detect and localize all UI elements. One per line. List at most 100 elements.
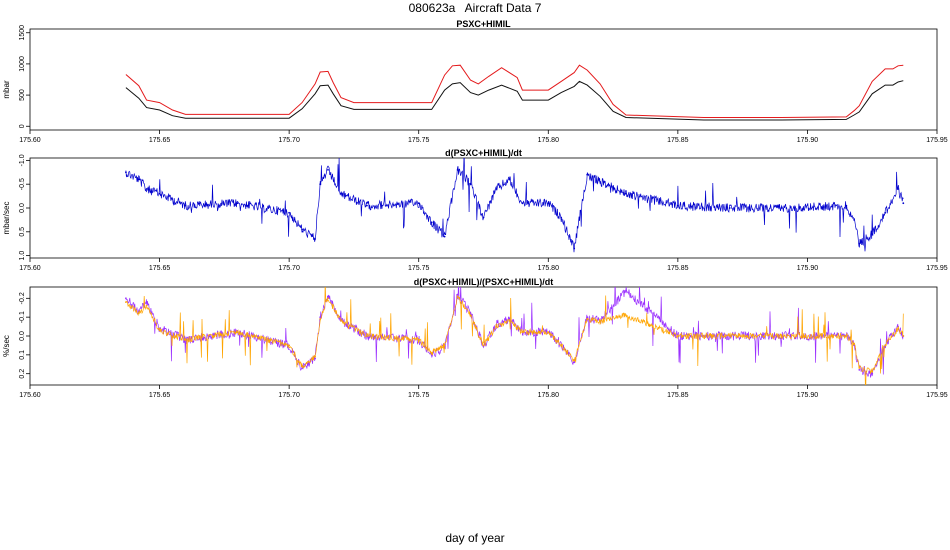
- y-tick-label: 1.0: [19, 251, 26, 261]
- data-point: [456, 293, 459, 296]
- data-point: [508, 178, 511, 181]
- data-point: [327, 169, 329, 171]
- series-trace-0: [125, 158, 904, 253]
- data-point: [430, 221, 433, 224]
- x-tick-label: 175.85: [667, 265, 689, 272]
- plot-area: [125, 158, 905, 253]
- y-tick-label: 0.1: [19, 350, 26, 360]
- x-tick-label: 175.60: [19, 392, 41, 399]
- x-tick-label: 175.90: [797, 392, 819, 399]
- data-point: [125, 301, 127, 303]
- data-point: [417, 202, 420, 205]
- data-point: [469, 314, 472, 317]
- data-point: [677, 335, 679, 337]
- data-point: [288, 344, 290, 347]
- data-point: [125, 171, 127, 174]
- data-point: [137, 178, 140, 181]
- data-point: [443, 344, 446, 347]
- data-point: [495, 325, 498, 328]
- data-point: [469, 183, 472, 186]
- x-tick-label: 175.80: [538, 392, 560, 399]
- data-point: [327, 297, 329, 300]
- x-tick-label: 175.70: [278, 137, 300, 144]
- y-axis-label: mbar: [2, 80, 11, 99]
- data-point: [780, 207, 783, 209]
- data-point: [560, 216, 563, 219]
- x-tick-label: 175.80: [538, 265, 560, 272]
- data-point: [184, 338, 187, 341]
- data-point: [366, 335, 368, 337]
- y-tick-label: 0.0: [19, 203, 26, 213]
- data-point: [508, 320, 511, 322]
- data-point: [366, 204, 368, 207]
- data-point: [314, 238, 316, 240]
- y-tick-label: 0.0: [19, 331, 26, 341]
- data-point: [871, 233, 874, 236]
- data-point: [145, 304, 148, 307]
- data-point: [858, 367, 861, 369]
- data-point: [625, 314, 627, 317]
- series-line-upper: [125, 64, 904, 118]
- data-point: [137, 312, 140, 315]
- data-point: [728, 335, 731, 337]
- x-tick-label: 175.65: [149, 137, 171, 144]
- panel-title: PSXC+HIMIL: [456, 19, 511, 29]
- y-tick-label: -0.5: [19, 178, 26, 190]
- series-trace-1: [125, 287, 904, 385]
- data-point: [586, 173, 589, 176]
- y-axis-label: %/sec: [2, 335, 11, 357]
- x-tick-label: 175.85: [667, 137, 689, 144]
- data-point: [573, 361, 576, 364]
- y-axis-label: mbar/sec: [2, 202, 11, 235]
- x-tick-label: 175.85: [667, 392, 689, 399]
- data-point: [902, 202, 905, 205]
- data-point: [430, 352, 433, 354]
- plot-area: [125, 287, 905, 385]
- data-point: [125, 297, 127, 300]
- data-point: [586, 316, 589, 319]
- data-point: [853, 342, 855, 345]
- data-point: [521, 331, 524, 334]
- data-point: [871, 370, 874, 373]
- y-tick-label: 0.5: [19, 227, 26, 237]
- x-tick-label: 175.65: [149, 265, 171, 272]
- data-point: [314, 355, 316, 358]
- data-point: [236, 202, 239, 205]
- data-point: [897, 188, 899, 190]
- data-point: [327, 295, 329, 298]
- data-point: [301, 228, 303, 231]
- data-point: [443, 235, 446, 238]
- plot-area: [125, 64, 904, 121]
- data-point: [780, 335, 783, 337]
- data-point: [573, 247, 576, 250]
- data-point: [145, 188, 148, 190]
- x-tick-label: 175.70: [278, 265, 300, 272]
- x-tick-label: 175.75: [408, 392, 430, 399]
- x-tick-label: 175.75: [408, 265, 430, 272]
- data-point: [677, 204, 679, 207]
- y-tick-label: -0.1: [19, 311, 26, 323]
- panel-title: d(PSXC+HIMIL)/dt: [445, 148, 522, 158]
- x-tick-label: 175.90: [797, 137, 819, 144]
- data-point: [871, 372, 874, 375]
- main-title: 080623a Aircraft Data 7: [408, 1, 542, 15]
- y-tick-label: 1000: [19, 56, 26, 72]
- data-point: [897, 327, 899, 330]
- data-point: [184, 204, 187, 207]
- data-point: [547, 202, 550, 205]
- data-point: [417, 338, 420, 341]
- data-point: [456, 295, 459, 298]
- data-point: [625, 192, 627, 195]
- data-point: [547, 331, 550, 334]
- data-point: [236, 331, 239, 334]
- x-tick-label: 175.65: [149, 392, 171, 399]
- x-tick-label: 175.75: [408, 137, 430, 144]
- data-point: [599, 320, 601, 322]
- data-point: [884, 211, 887, 214]
- y-tick-label: 1500: [19, 25, 26, 41]
- data-point: [482, 216, 485, 219]
- data-point: [853, 219, 855, 221]
- x-tick-label: 175.90: [797, 265, 819, 272]
- data-point: [560, 344, 563, 347]
- data-point: [288, 211, 290, 214]
